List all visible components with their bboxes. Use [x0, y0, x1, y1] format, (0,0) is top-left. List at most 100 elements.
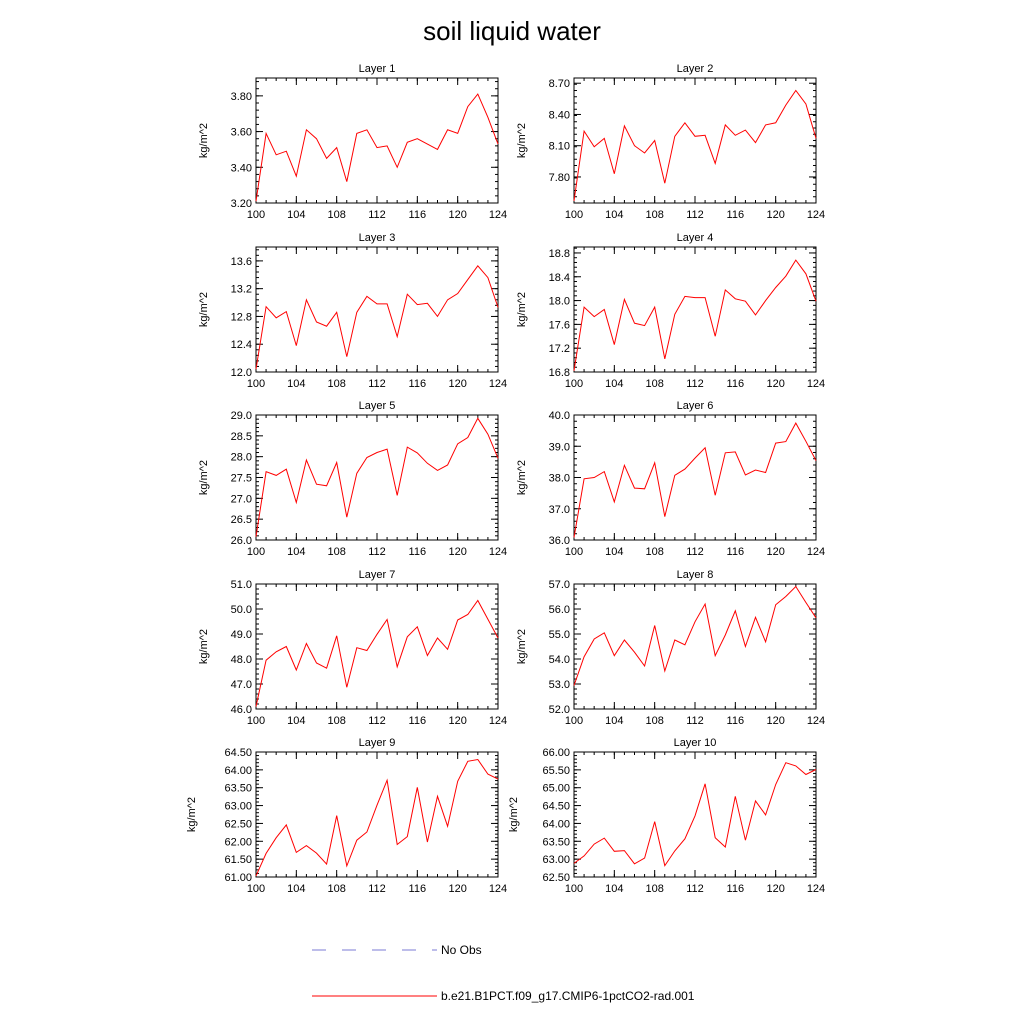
x-tick-label: 120	[448, 209, 466, 221]
y-tick-label: 56.0	[549, 604, 570, 616]
series-line	[255, 758, 499, 877]
y-tick-label: 62.50	[542, 872, 570, 884]
x-tick-label: 124	[807, 546, 825, 558]
y-tick-label: 27.5	[231, 473, 252, 485]
x-tick-label: 112	[686, 883, 704, 895]
y-tick-label: 65.00	[542, 783, 570, 795]
y-tick-label: 63.50	[542, 836, 570, 848]
y-tick-label: 8.40	[549, 109, 570, 121]
y-tick-label: 18.0	[549, 296, 570, 308]
panel-layer-4: Layer 4 16.8 17.2 17.6 18.0 18.4 18.8 100 104 108…	[516, 232, 825, 390]
series-line	[255, 93, 499, 202]
y-tick-label: 51.0	[231, 579, 252, 591]
y-tick-label: 18.8	[549, 248, 570, 260]
panel-layer-2: Layer 2 7.80 8.10 8.40 8.70 100 104 108 112 116 12…	[516, 63, 825, 221]
series-line	[573, 585, 817, 686]
x-tick-label: 100	[565, 546, 583, 558]
x-tick-label: 100	[565, 209, 583, 221]
plot-frame	[255, 751, 499, 878]
x-tick-label: 116	[409, 546, 427, 558]
x-tick-label: 116	[727, 209, 745, 221]
x-tick-label: 108	[645, 715, 663, 727]
panel-title: Layer 9	[359, 737, 396, 749]
series-line	[255, 599, 499, 707]
x-tick-label: 116	[727, 883, 745, 895]
y-axis-label: kg/m^2	[516, 460, 528, 495]
y-tick-label: 61.00	[224, 872, 252, 884]
y-tick-label: 53.0	[549, 679, 570, 691]
x-tick-label: 100	[565, 715, 583, 727]
x-tick-label: 100	[247, 883, 265, 895]
plot-frame	[573, 77, 817, 204]
y-tick-label: 57.0	[549, 579, 570, 591]
panel-layer-8: Layer 8 52.0 53.0 54.0 55.0 56.0 57.0 100 104 108…	[516, 569, 825, 727]
x-tick-label: 120	[766, 378, 784, 390]
y-tick-label: 27.0	[231, 493, 252, 505]
y-axis-label: kg/m^2	[516, 292, 528, 327]
y-tick-label: 18.4	[549, 272, 570, 284]
x-tick-label: 124	[489, 546, 507, 558]
legend-model-label: b.e21.B1PCT.f09_g17.CMIP6-1pctCO2-rad.00…	[441, 989, 695, 1003]
y-axis-label: kg/m^2	[516, 123, 528, 158]
x-tick-label: 116	[727, 378, 745, 390]
x-tick-label: 116	[727, 546, 745, 558]
y-tick-label: 3.20	[231, 198, 252, 210]
y-tick-label: 65.50	[542, 765, 570, 777]
series-line	[255, 417, 499, 537]
panel-title: Layer 3	[359, 232, 396, 244]
panel-title: Layer 10	[674, 737, 717, 749]
y-tick-label: 3.80	[231, 91, 252, 103]
y-tick-label: 8.10	[549, 141, 570, 153]
y-tick-label: 29.0	[231, 410, 252, 422]
panel-layer-7: Layer 7 46.0 47.0 48.0 49.0 50.0 51.0 100 104 108…	[198, 569, 507, 727]
y-tick-label: 17.2	[549, 343, 570, 355]
y-axis-label: kg/m^2	[198, 123, 210, 158]
panel-title: Layer 8	[677, 569, 714, 581]
x-tick-label: 112	[686, 546, 704, 558]
panel-layer-1: Layer 1 3.20 3.40 3.60 3.80 100 104 108 112 116 12…	[198, 63, 507, 221]
y-tick-label: 66.00	[542, 747, 570, 759]
x-tick-label: 124	[807, 209, 825, 221]
x-tick-label: 108	[327, 546, 345, 558]
y-tick-label: 39.0	[549, 441, 570, 453]
x-tick-label: 124	[489, 715, 507, 727]
y-tick-label: 17.6	[549, 319, 570, 331]
series-line	[573, 89, 817, 201]
x-tick-label: 124	[489, 378, 507, 390]
y-tick-label: 28.5	[231, 431, 252, 443]
x-tick-label: 104	[287, 546, 305, 558]
plot-frame	[573, 246, 817, 373]
x-tick-label: 116	[727, 715, 745, 727]
x-tick-label: 112	[368, 209, 386, 221]
y-tick-label: 12.8	[231, 311, 252, 323]
x-tick-label: 100	[247, 546, 265, 558]
panel-title: Layer 4	[677, 232, 714, 244]
x-tick-label: 104	[605, 546, 623, 558]
x-tick-label: 120	[448, 546, 466, 558]
x-tick-label: 120	[766, 546, 784, 558]
x-tick-label: 108	[645, 209, 663, 221]
y-tick-label: 47.0	[231, 679, 252, 691]
y-tick-label: 64.50	[224, 747, 252, 759]
x-tick-label: 124	[807, 378, 825, 390]
x-tick-label: 120	[766, 715, 784, 727]
y-axis-label: kg/m^2	[508, 797, 520, 832]
plot-frame	[255, 246, 499, 373]
y-tick-label: 64.00	[224, 765, 252, 777]
y-tick-label: 63.50	[224, 783, 252, 795]
x-tick-label: 108	[327, 378, 345, 390]
x-tick-label: 104	[605, 715, 623, 727]
y-tick-label: 16.8	[549, 367, 570, 379]
x-tick-label: 104	[287, 378, 305, 390]
x-tick-label: 120	[766, 883, 784, 895]
panel-layer-5: Layer 5 26.0 26.5 27.0 27.5 28.0 28.5 29.0 100 10…	[198, 400, 507, 558]
legend: No Obs b.e21.B1PCT.f09_g17.CMIP6-1pctCO2…	[312, 943, 695, 1003]
x-tick-label: 108	[327, 715, 345, 727]
y-tick-label: 3.60	[231, 127, 252, 139]
series-line	[573, 762, 817, 867]
x-tick-label: 108	[327, 209, 345, 221]
y-axis-label: kg/m^2	[198, 460, 210, 495]
panel-layer-10: Layer 10 62.50 63.00 63.50 64.00 64.50 65.00 65…	[508, 737, 825, 895]
x-tick-label: 112	[686, 715, 704, 727]
x-tick-label: 112	[368, 883, 386, 895]
